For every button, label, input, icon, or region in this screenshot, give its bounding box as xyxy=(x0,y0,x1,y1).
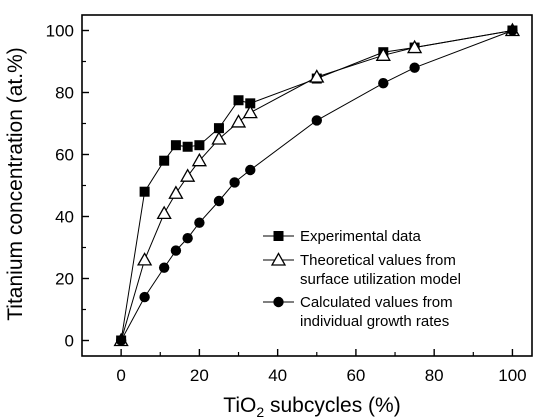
series-calculated-point xyxy=(194,217,205,228)
legend-label-line2: surface utilization model xyxy=(300,271,461,288)
legend-marker xyxy=(270,252,287,266)
legend-label-line2: individual growth rates xyxy=(300,313,449,330)
y-tick-label: 60 xyxy=(55,146,74,165)
y-tick-label: 0 xyxy=(65,332,74,351)
y-tick-label: 100 xyxy=(46,22,74,41)
series-theoretical-point xyxy=(309,69,325,83)
x-tick-label: 80 xyxy=(425,366,444,385)
legend-label: Experimental data xyxy=(300,228,422,245)
x-axis-title-rest: subcycles (%) xyxy=(264,394,401,417)
legend-marker xyxy=(273,296,284,308)
series-calculated-point xyxy=(378,78,389,89)
series-theoretical-point xyxy=(168,185,184,199)
legend-marker xyxy=(273,231,284,241)
series-experimental-point xyxy=(182,141,193,152)
y-tick-label: 20 xyxy=(55,270,74,289)
legend-entry-experimental: Experimental data xyxy=(263,228,422,245)
legend-entry-theoretical: Theoretical values from surface utilizati… xyxy=(263,252,461,288)
x-axis-title-subscript: 2 xyxy=(256,404,264,420)
series-calculated-point xyxy=(115,335,127,346)
series-theoretical-point xyxy=(156,205,172,220)
series-theoretical-point xyxy=(242,104,258,119)
x-tick-label: 20 xyxy=(190,366,209,385)
legend: Experimental data Theoretical values from… xyxy=(263,228,461,330)
series-theoretical-point xyxy=(406,39,423,54)
series-calculated-point xyxy=(182,233,193,244)
axis-ticks: 0 20 40 60 80 100 0 20 40 60 80 100 xyxy=(46,22,527,386)
x-tick-label: 0 xyxy=(116,366,125,385)
series-calculated-point xyxy=(507,25,518,36)
x-axis-title: TiO2 subcycles (%) xyxy=(223,394,400,420)
series-theoretical-point xyxy=(180,168,196,182)
series-experimental-point xyxy=(213,123,224,134)
series-experimental-point xyxy=(194,140,205,151)
series-experimental-point xyxy=(159,155,170,166)
series-calculated-point xyxy=(170,245,182,256)
series-calculated-point xyxy=(311,115,322,126)
y-tick-label: 80 xyxy=(55,84,74,103)
series-layer xyxy=(113,22,521,347)
series-calculated-point xyxy=(213,195,225,207)
series-experimental-point xyxy=(170,140,181,151)
series-calculated-point xyxy=(409,62,420,73)
y-tick-label: 40 xyxy=(55,208,74,227)
series-calculated-point xyxy=(245,164,256,176)
series-experimental-point xyxy=(139,186,150,197)
series-calculated-point xyxy=(158,262,170,273)
series-experimental-point xyxy=(245,98,256,109)
series-theoretical-point xyxy=(375,47,391,61)
series-theoretical-point xyxy=(191,152,208,167)
series-theoretical-point xyxy=(136,252,153,266)
x-axis-title-main: TiO xyxy=(223,394,256,417)
x-tick-label: 60 xyxy=(346,366,365,385)
series-theoretical-point xyxy=(211,131,227,145)
legend-label: Theoretical values from xyxy=(300,252,456,269)
series-calculated xyxy=(115,25,518,346)
x-tick-label: 40 xyxy=(268,366,287,385)
legend-entry-calculated: Calculated values from individual growth … xyxy=(263,294,453,330)
series-calculated-point xyxy=(139,291,150,303)
x-tick-label: 100 xyxy=(498,366,526,385)
legend-label: Calculated values from xyxy=(300,294,453,311)
series-calculated-point xyxy=(229,177,240,188)
series-theoretical-point xyxy=(230,114,247,128)
series-experimental-point xyxy=(233,95,244,106)
y-axis-title: Titanium concentration (at.%) xyxy=(4,47,27,321)
